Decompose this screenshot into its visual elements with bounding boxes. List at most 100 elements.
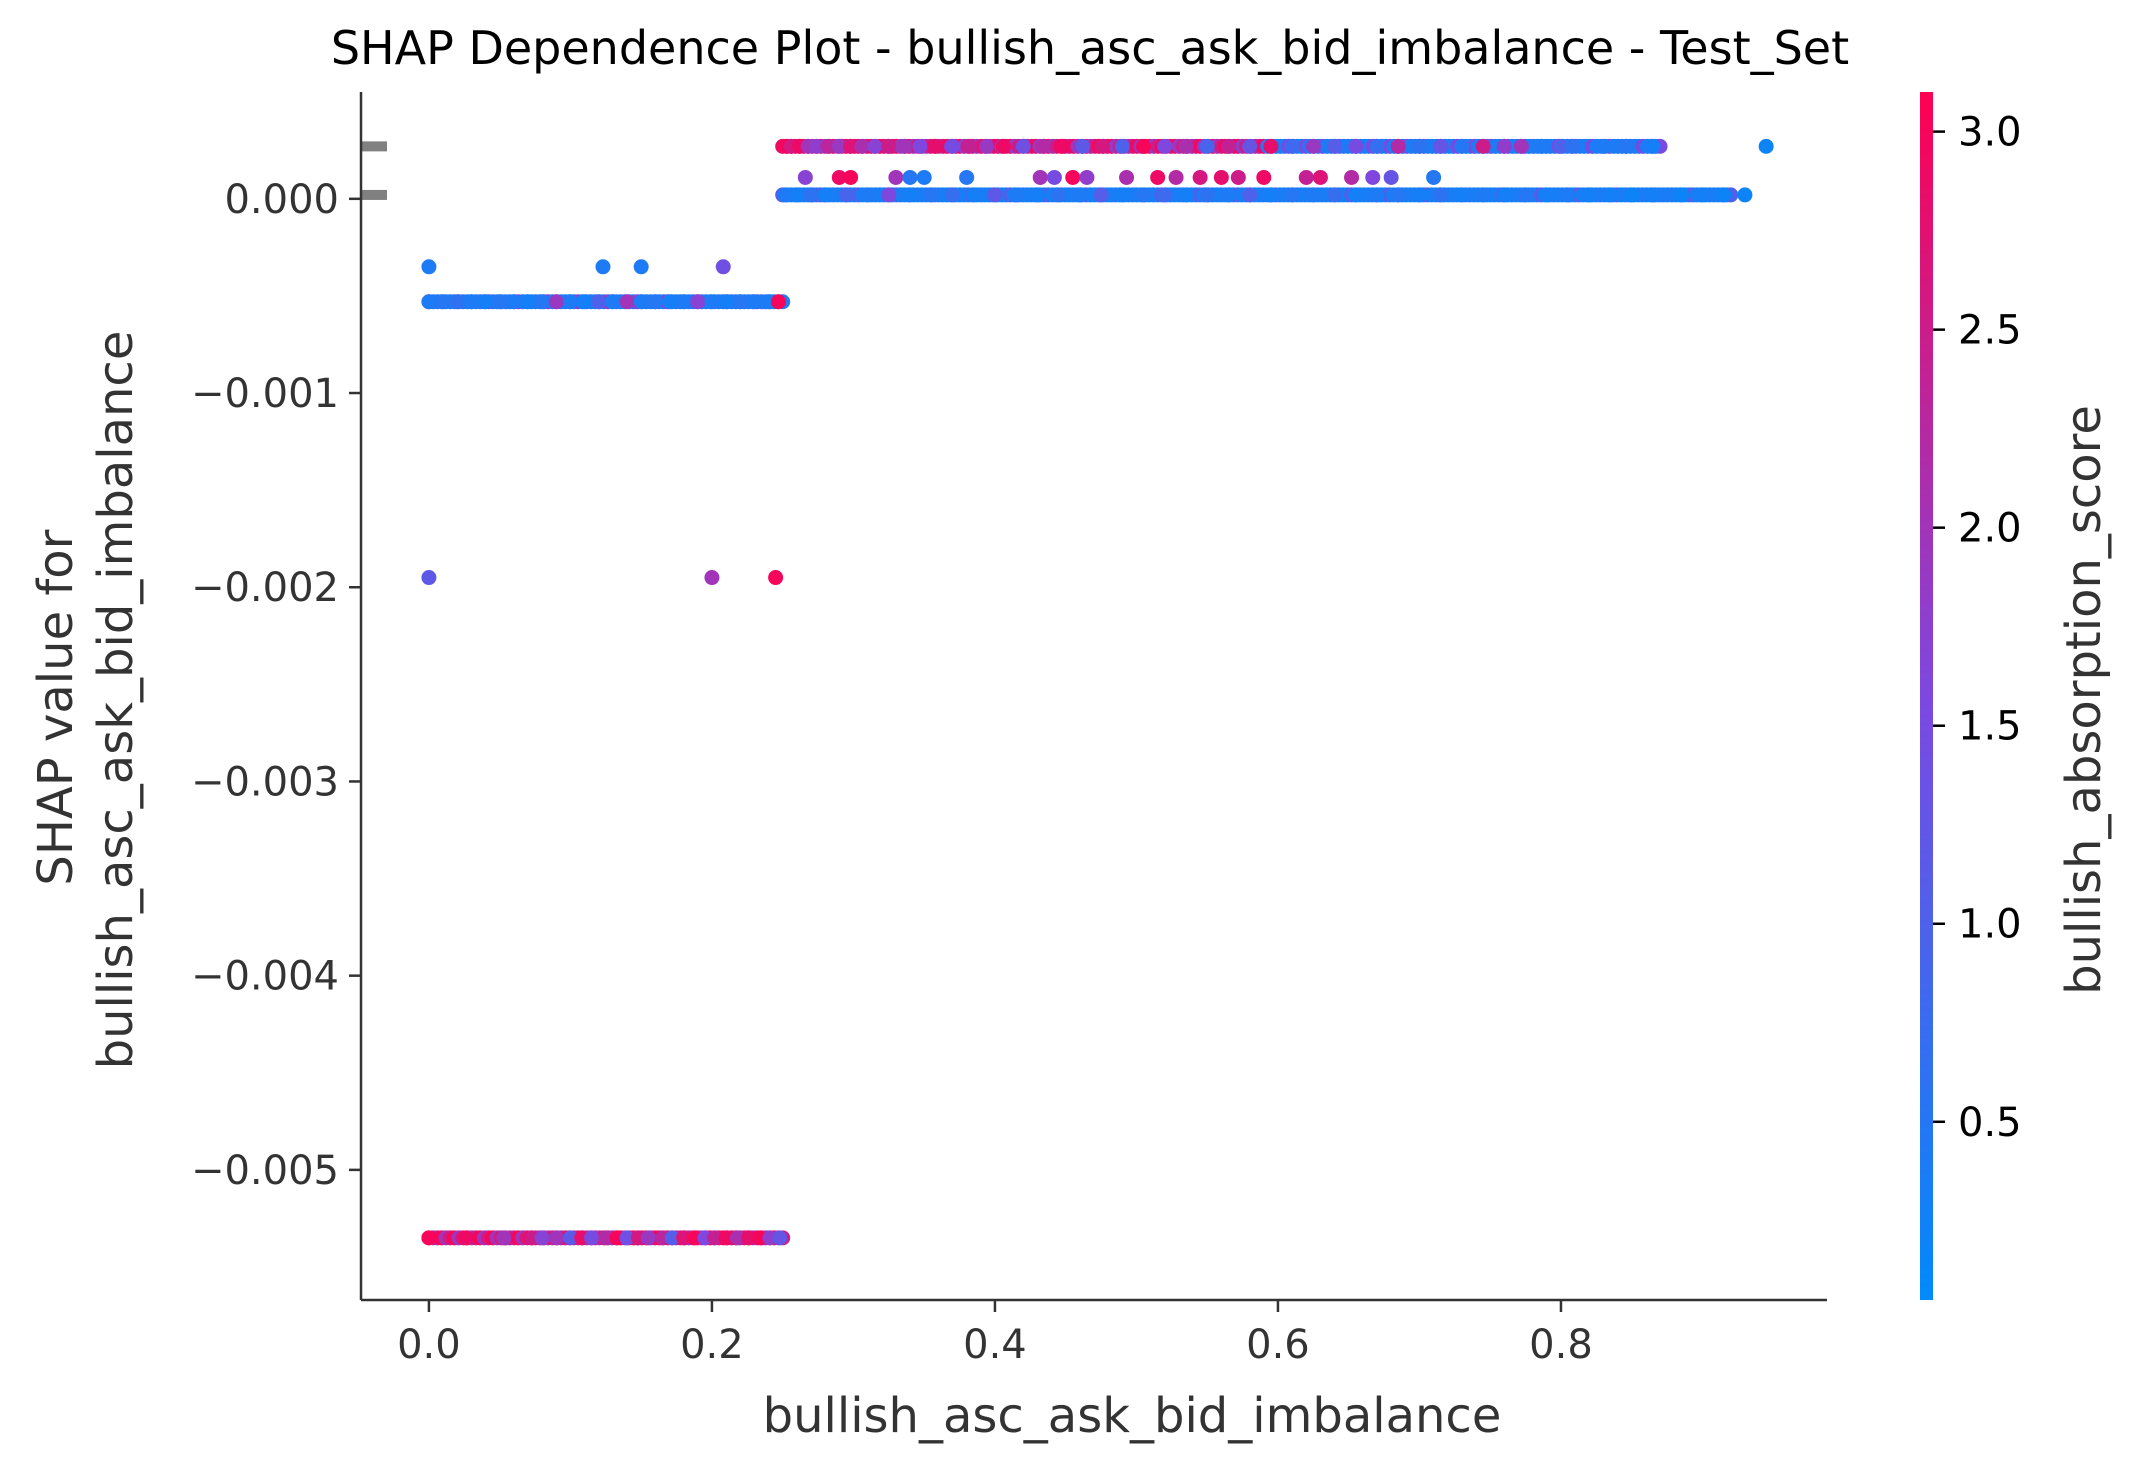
scatter-point: [492, 294, 508, 310]
scatter-point: [803, 187, 819, 203]
scatter-point: [902, 187, 918, 203]
scatter-point: [1046, 169, 1062, 185]
scatter-point: [987, 187, 1003, 203]
scatter-point: [676, 294, 692, 310]
scatter-point: [770, 294, 786, 310]
colorbar-tick-label: 1.5: [1958, 704, 2022, 750]
scatter-point: [1426, 169, 1442, 185]
scatter-point: [1220, 187, 1236, 203]
scatter-point: [619, 294, 635, 310]
scatter-point: [619, 1230, 635, 1246]
scatter-point: [961, 138, 977, 154]
scatter-point: [1758, 138, 1774, 154]
scatter-point: [718, 1230, 734, 1246]
scatter-point: [562, 294, 578, 310]
scatter-point: [1560, 187, 1576, 203]
x-tick-label: 0.4: [963, 1322, 1027, 1368]
colorbar: [1920, 92, 1933, 1300]
scatter-point: [1645, 187, 1661, 203]
scatter-point: [1454, 138, 1470, 154]
scatter-point: [1595, 138, 1611, 154]
y-axis-title-line-2: bullish_asc_ask_bid_imbalance: [88, 331, 144, 1070]
scatter-point: [809, 138, 825, 154]
scatter-point: [1242, 187, 1258, 203]
scatter-point: [506, 294, 522, 310]
y-axis-title: SHAP value for bullish_asc_ask_bid_imbal…: [28, 331, 144, 1070]
scatter-point: [1284, 187, 1300, 203]
scatter-point: [1114, 187, 1130, 203]
scatter-point: [577, 294, 593, 310]
scatter-point: [458, 1230, 474, 1246]
scatter-point: [1242, 138, 1258, 154]
scatter-point: [1553, 138, 1569, 154]
scatter-point: [966, 187, 982, 203]
scatter-point: [881, 138, 897, 154]
scatter-point: [1093, 187, 1109, 203]
scatter-point: [768, 570, 784, 586]
scatter-point: [1645, 138, 1661, 154]
scatter-point: [463, 294, 479, 310]
scatter-point: [421, 1230, 437, 1246]
colorbar-label: bullish_absorption_score: [2056, 405, 2112, 995]
scatter-point: [1079, 169, 1095, 185]
scatter-point: [548, 1230, 564, 1246]
scatter-point: [1114, 138, 1130, 154]
scatter-point: [1602, 187, 1618, 203]
scatter-point: [1230, 169, 1246, 185]
y-axis-title-line-1: SHAP value for: [28, 529, 84, 885]
scatter-point: [820, 138, 836, 154]
scatter-point: [831, 138, 847, 154]
scatter-point: [421, 294, 437, 310]
scatter-point: [421, 259, 437, 275]
scatter-point: [647, 294, 663, 310]
scatter-point: [1327, 138, 1343, 154]
scatter-point: [854, 138, 870, 154]
scatter-point: [867, 138, 883, 154]
scatter-point: [1305, 187, 1321, 203]
scatter-point: [449, 294, 465, 310]
chart-title: SHAP Dependence Plot - bullish_asc_ask_b…: [331, 21, 1849, 75]
scatter-point: [1369, 187, 1385, 203]
scatter-point: [1157, 187, 1173, 203]
scatter-point: [1475, 187, 1491, 203]
scatter-point: [1344, 169, 1360, 185]
scatter-point: [1433, 187, 1449, 203]
scatter-point: [640, 1230, 656, 1246]
scatter-point: [729, 1230, 745, 1246]
scatter-point: [1673, 187, 1689, 203]
scatter-point: [1694, 187, 1710, 203]
scatter-point: [912, 138, 928, 154]
scatter-point: [1032, 169, 1048, 185]
y-tick-label: −0.004: [191, 954, 339, 1000]
scatter-point: [605, 294, 621, 310]
scatter-point: [676, 1230, 692, 1246]
scatter-point: [978, 138, 994, 154]
scatter-point: [1072, 187, 1088, 203]
scatter-point: [1008, 187, 1024, 203]
scatter-point: [944, 187, 960, 203]
scatter-point: [534, 1230, 550, 1246]
scatter-point: [704, 294, 720, 310]
scatter-point: [1383, 169, 1399, 185]
scatter-point: [1213, 169, 1229, 185]
scatter-point: [1094, 138, 1110, 154]
scatter-point: [1136, 138, 1152, 154]
scatter-point: [1716, 187, 1732, 203]
scatter-point: [661, 294, 677, 310]
scatter-point: [1496, 187, 1512, 203]
x-axis-title: bullish_asc_ask_bid_imbalance: [763, 1388, 1502, 1444]
scatter-point: [959, 169, 975, 185]
scatter-point: [1624, 187, 1640, 203]
scatter-point: [1518, 187, 1534, 203]
scatter-point: [1348, 138, 1364, 154]
y-axis-ticks: 0.000 −0.001 −0.002 −0.003 −0.004 −0.005: [191, 177, 361, 1194]
scatter-point: [1055, 138, 1071, 154]
scatter-point: [1178, 138, 1194, 154]
y-histogram-mark: [362, 141, 387, 152]
scatter-point: [1312, 169, 1328, 185]
scatter-point: [584, 1230, 600, 1246]
scatter-point: [690, 294, 706, 310]
scatter-point: [1035, 138, 1051, 154]
scatter-point: [595, 259, 611, 275]
y-histogram-mark: [362, 189, 387, 200]
